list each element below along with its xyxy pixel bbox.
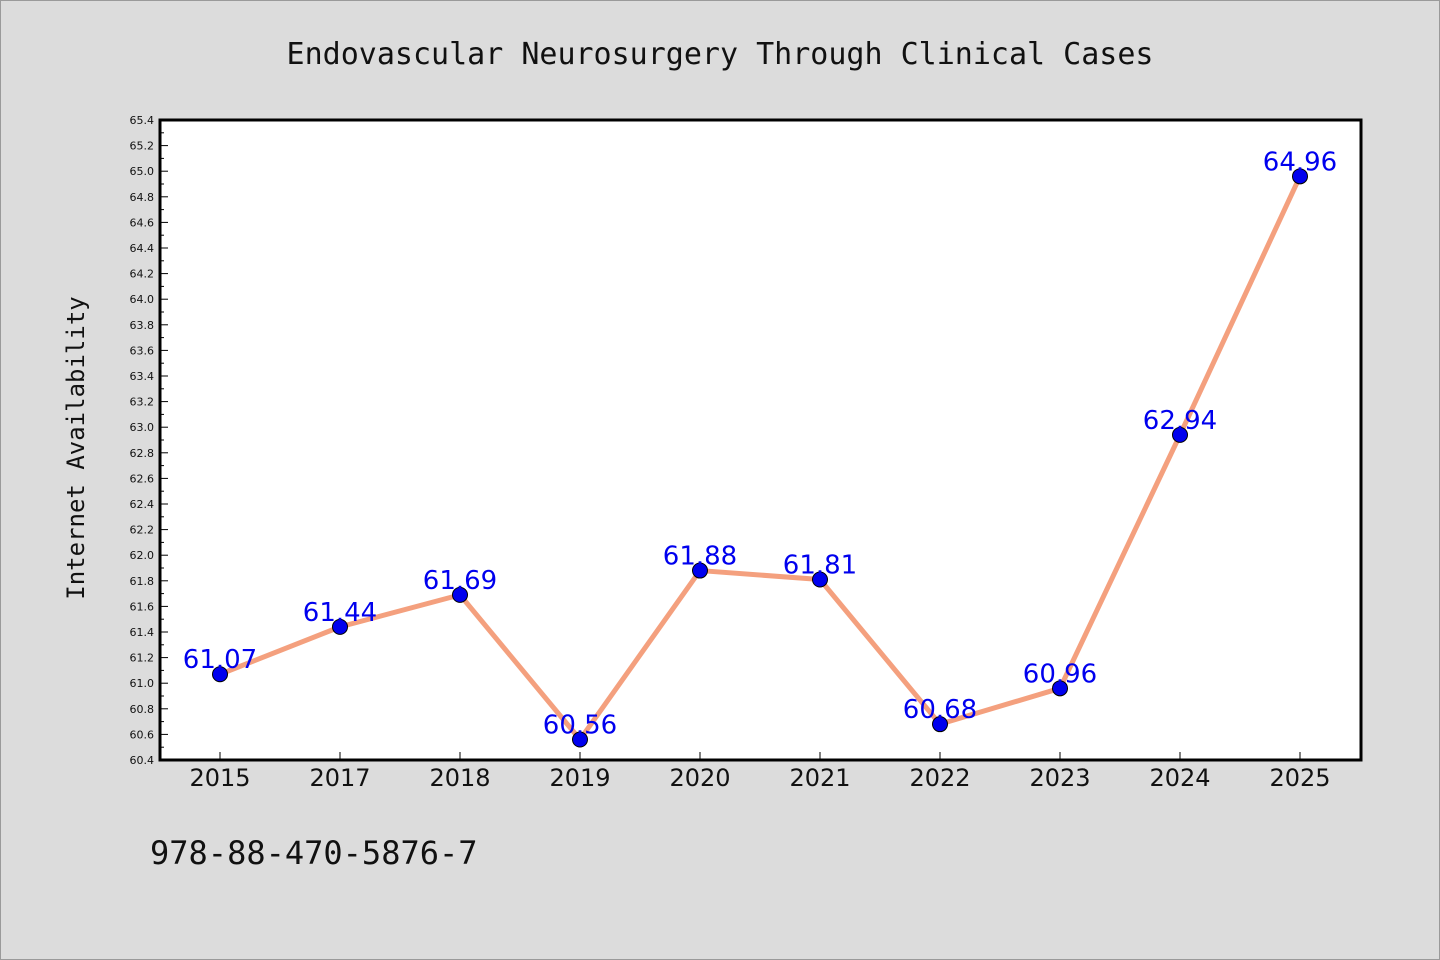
x-tick-label: 2023 bbox=[1029, 764, 1090, 792]
y-tick-label: 61.4 bbox=[130, 626, 155, 639]
data-label: 64.96 bbox=[1263, 147, 1337, 177]
y-tick-label: 64.8 bbox=[130, 191, 155, 204]
chart-title: Endovascular Neurosurgery Through Clinic… bbox=[287, 37, 1154, 72]
y-tick-label: 63.0 bbox=[130, 421, 155, 434]
x-tick-label: 2020 bbox=[669, 764, 730, 792]
x-tick-label: 2019 bbox=[549, 764, 610, 792]
y-tick-label: 62.0 bbox=[130, 549, 155, 562]
y-tick-label: 60.8 bbox=[130, 703, 155, 716]
y-tick-label: 64.4 bbox=[130, 242, 155, 255]
y-tick-label: 61.8 bbox=[130, 575, 155, 588]
y-tick-label: 63.2 bbox=[130, 396, 155, 409]
data-label: 61.81 bbox=[783, 551, 857, 581]
data-point bbox=[572, 731, 588, 748]
series-line bbox=[219, 175, 1303, 743]
x-tick-label: 2024 bbox=[1149, 764, 1210, 792]
footer-isbn: 978-88-470-5876-7 bbox=[150, 834, 478, 872]
x-tick-label: 2015 bbox=[189, 764, 250, 792]
y-tick-label: 62.6 bbox=[130, 472, 155, 485]
y-tick-label: 63.6 bbox=[130, 344, 155, 357]
x-tick-label: 2018 bbox=[429, 764, 490, 792]
data-label: 61.07 bbox=[183, 645, 257, 675]
x-tick-label: 2017 bbox=[309, 764, 370, 792]
x-tick-label: 2022 bbox=[909, 764, 970, 792]
data-label: 61.44 bbox=[303, 598, 377, 628]
data-label: 62.94 bbox=[1143, 406, 1217, 436]
x-tick-label: 2021 bbox=[789, 764, 850, 792]
data-point bbox=[692, 562, 708, 579]
data-point bbox=[932, 716, 948, 733]
data-point bbox=[332, 618, 348, 635]
data-label: 60.96 bbox=[1023, 659, 1097, 689]
series-line-group bbox=[212, 168, 1308, 748]
y-tick-label: 60.6 bbox=[130, 728, 155, 741]
y-tick-label: 62.4 bbox=[130, 498, 155, 511]
data-label: 61.88 bbox=[663, 542, 737, 572]
data-point bbox=[1292, 168, 1308, 185]
y-tick-label: 64.0 bbox=[130, 293, 155, 306]
y-tick-label: 64.6 bbox=[130, 216, 155, 229]
y-tick-label: 60.4 bbox=[130, 754, 155, 767]
y-tick-label: 61.2 bbox=[130, 652, 155, 665]
y-tick-label: 64.2 bbox=[130, 268, 155, 281]
data-label: 60.56 bbox=[543, 711, 617, 741]
y-tick-label: 65.0 bbox=[130, 165, 155, 178]
y-tick-label: 65.4 bbox=[130, 114, 155, 127]
y-axis-label: Internet Availability bbox=[62, 296, 90, 599]
data-point bbox=[1172, 426, 1188, 443]
data-point bbox=[1052, 680, 1068, 697]
y-tick-label: 62.8 bbox=[130, 447, 155, 460]
data-label: 60.68 bbox=[903, 695, 977, 725]
y-tick-label: 61.0 bbox=[130, 677, 155, 690]
data-point bbox=[452, 586, 468, 603]
plot-area bbox=[158, 118, 1363, 762]
y-tick-label: 62.2 bbox=[130, 524, 155, 537]
y-tick-label: 61.6 bbox=[130, 600, 155, 613]
y-axis: 60.4 60.6 60.8 61.0 61.2 61.4 61.6 61.8 62.0 62.2… bbox=[130, 114, 168, 767]
data-point bbox=[212, 666, 228, 683]
data-labels: 61.07 61.44 61.69 60.56 61.88 61.81 60.68 60.96… bbox=[183, 147, 1337, 740]
y-tick-label: 63.8 bbox=[130, 319, 155, 332]
y-tick-label: 63.4 bbox=[130, 370, 155, 383]
data-point bbox=[812, 571, 828, 588]
y-tick-label: 65.2 bbox=[130, 140, 155, 153]
x-axis: 2015 2017 2018 2019 2020 2021 2022 2023 2024 2025 bbox=[189, 752, 1331, 792]
data-label: 61.69 bbox=[423, 566, 497, 596]
x-tick-label: 2025 bbox=[1269, 764, 1330, 792]
